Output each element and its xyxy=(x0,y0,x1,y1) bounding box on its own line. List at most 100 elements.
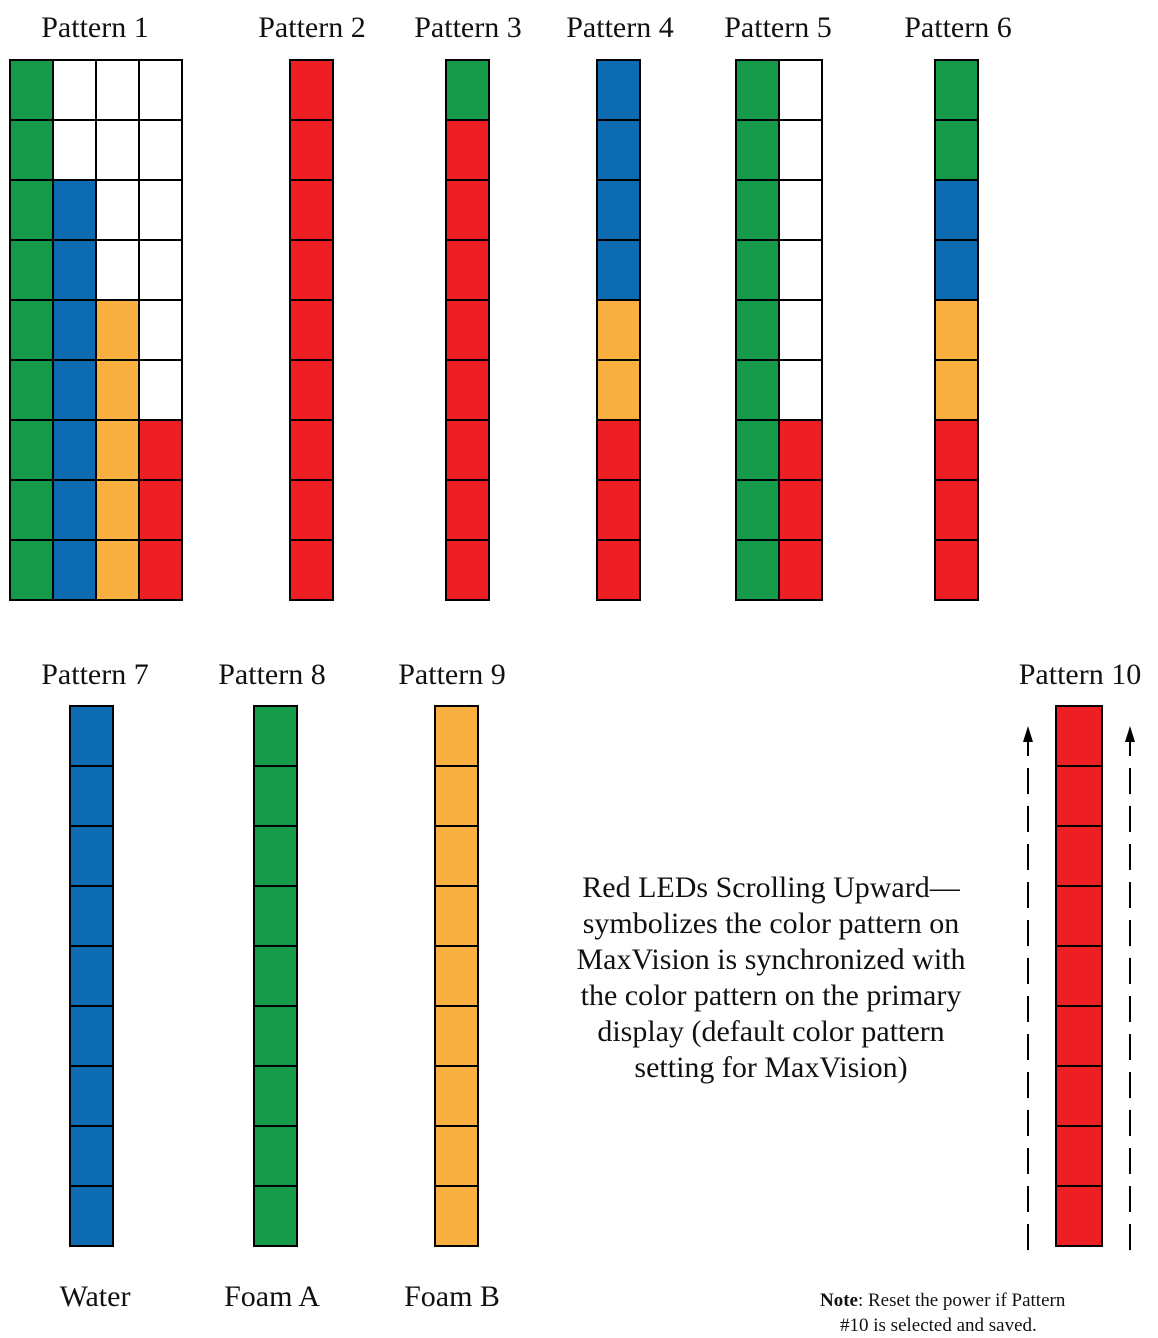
pattern-5-led-c1-r3-green xyxy=(735,179,780,241)
pattern-8-led-c1-r9-green xyxy=(253,1185,298,1247)
pattern-1-led-c3-r8-orange xyxy=(95,479,140,541)
pattern-5-led-c2-r8-red xyxy=(778,479,823,541)
pattern-5-led-c2-r9-red xyxy=(778,539,823,601)
pattern-5-led-c1-r8-green xyxy=(735,479,780,541)
pattern-3-led-c1-r4-red xyxy=(445,239,490,301)
pattern-3-led-c1-r9-red xyxy=(445,539,490,601)
pattern-1-led-c1-r6-green xyxy=(9,359,54,421)
caption-foam-a: Foam A xyxy=(224,1280,320,1313)
pattern-10-led-c1-r3-red xyxy=(1055,825,1103,887)
pattern-1-led-c1-r3-green xyxy=(9,179,54,241)
pattern-6-led-c1-r5-orange xyxy=(934,299,979,361)
pattern-1-led-c3-r9-orange xyxy=(95,539,140,601)
pattern-1-led-c3-r6-orange xyxy=(95,359,140,421)
pattern-5-led-c2-r1-white xyxy=(778,59,823,121)
pattern-8-led-c1-r7-green xyxy=(253,1065,298,1127)
pattern-6-label: Pattern 6 xyxy=(904,11,1011,44)
pattern-1-led-c2-r4-blue xyxy=(52,239,97,301)
pattern-3-led-c1-r6-red xyxy=(445,359,490,421)
pattern-2-led-c1-r5-red xyxy=(289,299,334,361)
pattern-6-led-c1-r8-red xyxy=(934,479,979,541)
note-line-1: Note: Reset the power if Pattern xyxy=(820,1290,1066,1311)
pattern-1-led-c3-r2-white xyxy=(95,119,140,181)
pattern-6: Pattern 6 xyxy=(904,11,1012,601)
pattern-8-led-c1-r3-green xyxy=(253,825,298,887)
pattern-1-led-c4-r3-white xyxy=(138,179,183,241)
pattern-1-led-c2-r5-blue xyxy=(52,299,97,361)
pattern-4-led-c1-r3-blue xyxy=(596,179,641,241)
pattern-5-led-c2-r7-red xyxy=(778,419,823,481)
pattern-6-led-c1-r6-orange xyxy=(934,359,979,421)
pattern-7-led-c1-r2-blue xyxy=(69,765,114,827)
pattern-9-label: Pattern 9 xyxy=(398,658,505,691)
pattern-9-led-c1-r4-orange xyxy=(434,885,479,947)
pattern-10-led-c1-r5-red xyxy=(1055,945,1103,1007)
pattern-1-led-c4-r5-white xyxy=(138,299,183,361)
pattern-1-led-c4-r9-red xyxy=(138,539,183,601)
pattern-8-led-c1-r2-green xyxy=(253,765,298,827)
pattern-2-led-c1-r2-red xyxy=(289,119,334,181)
pattern-2-led-c1-r7-red xyxy=(289,419,334,481)
caption-water: Water xyxy=(60,1280,131,1313)
pattern-8-led-c1-r4-green xyxy=(253,885,298,947)
pattern-2-led-c1-r9-red xyxy=(289,539,334,601)
pattern-1-led-c2-r2-white xyxy=(52,119,97,181)
pattern-3-label: Pattern 3 xyxy=(414,11,521,44)
pattern-1-led-c1-r5-green xyxy=(9,299,54,361)
pattern-9-led-c1-r6-orange xyxy=(434,1005,479,1067)
pattern-1-led-c4-r8-red xyxy=(138,479,183,541)
pattern-1-led-c3-r4-white xyxy=(95,239,140,301)
pattern-10-led-c1-r8-red xyxy=(1055,1125,1103,1187)
pattern-2-led-c1-r6-red xyxy=(289,359,334,421)
pattern-10-led-c1-r6-red xyxy=(1055,1005,1103,1067)
pattern-1-led-c1-r9-green xyxy=(9,539,54,601)
pattern-2-label: Pattern 2 xyxy=(258,11,365,44)
pattern-9-led-c1-r7-orange xyxy=(434,1065,479,1127)
note-line-2: #10 is selected and saved. xyxy=(840,1315,1037,1336)
pattern-1-led-c2-r6-blue xyxy=(52,359,97,421)
pattern-3-led-c1-r5-red xyxy=(445,299,490,361)
pattern-3-led-c1-r7-red xyxy=(445,419,490,481)
pattern-4-led-c1-r7-red xyxy=(596,419,641,481)
pattern-10-led-c1-r2-red xyxy=(1055,765,1103,827)
pattern-2-led-c1-r3-red xyxy=(289,179,334,241)
pattern-5-led-c1-r5-green xyxy=(735,299,780,361)
pattern-8-label: Pattern 8 xyxy=(218,658,325,691)
pattern-5-led-c1-r4-green xyxy=(735,239,780,301)
pattern-4-led-c1-r5-orange xyxy=(596,299,641,361)
pattern-10-led-c1-r9-red xyxy=(1055,1185,1103,1247)
pattern-10-led-c1-r7-red xyxy=(1055,1065,1103,1127)
pattern-6-led-c1-r1-green xyxy=(934,59,979,121)
pattern-1-led-c3-r3-white xyxy=(95,179,140,241)
pattern-3-led-c1-r2-red xyxy=(445,119,490,181)
description-line-5: display (default color pattern xyxy=(597,1015,944,1048)
pattern-8-led-c1-r1-green xyxy=(253,705,298,767)
pattern-1-led-c2-r7-blue xyxy=(52,419,97,481)
description-line-6: setting for MaxVision) xyxy=(634,1051,907,1084)
pattern-3-led-c1-r1-green xyxy=(445,59,490,121)
pattern-1-led-c3-r1-white xyxy=(95,59,140,121)
pattern-2-led-c1-r1-red xyxy=(289,59,334,121)
pattern-5-led-c1-r9-green xyxy=(735,539,780,601)
pattern-4-label: Pattern 4 xyxy=(566,11,673,44)
description-line-2: symbolizes the color pattern on xyxy=(583,907,960,940)
caption-foam-b: Foam B xyxy=(404,1280,500,1313)
pattern-10-label: Pattern 10 xyxy=(1019,658,1141,691)
pattern-7-led-c1-r6-blue xyxy=(69,1005,114,1067)
pattern-1-led-c3-r7-orange xyxy=(95,419,140,481)
pattern-10-led-c1-r1-red xyxy=(1055,705,1103,767)
note-text: : Reset the power if Pattern xyxy=(858,1290,1066,1311)
pattern-9-led-c1-r1-orange xyxy=(434,705,479,767)
pattern-4-led-c1-r2-blue xyxy=(596,119,641,181)
pattern-8-led-c1-r8-green xyxy=(253,1125,298,1187)
pattern-1-label: Pattern 1 xyxy=(41,11,148,44)
pattern-5-led-c1-r2-green xyxy=(735,119,780,181)
pattern-2-led-c1-r8-red xyxy=(289,479,334,541)
pattern-1-led-c2-r1-white xyxy=(52,59,97,121)
pattern-1-led-c4-r1-white xyxy=(138,59,183,121)
pattern-7-led-c1-r5-blue xyxy=(69,945,114,1007)
pattern-6-led-c1-r4-blue xyxy=(934,239,979,301)
pattern-1-led-c1-r7-green xyxy=(9,419,54,481)
pattern-3-led-c1-r3-red xyxy=(445,179,490,241)
